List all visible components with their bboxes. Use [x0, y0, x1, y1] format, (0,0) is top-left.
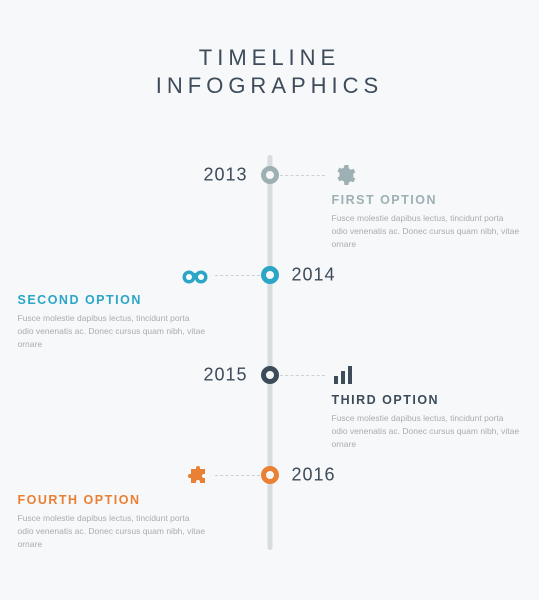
connector	[280, 175, 325, 176]
year-label: 2016	[292, 465, 336, 486]
bars-icon	[332, 364, 354, 386]
timeline-spine	[267, 155, 272, 550]
title-line-2: INFOGRAPHICS	[0, 73, 539, 99]
timeline-node	[261, 466, 279, 484]
option-title: THIRD OPTION	[332, 393, 522, 407]
option-block: FIRST OPTION Fusce molestie dapibus lectu…	[332, 193, 522, 250]
option-block: SECOND OPTION Fusce molestie dapibus lect…	[18, 293, 208, 350]
connector	[215, 475, 260, 476]
connector	[280, 375, 325, 376]
option-block: THIRD OPTION Fusce molestie dapibus lectu…	[332, 393, 522, 450]
option-body: Fusce molestie dapibus lectus, tincidunt…	[332, 412, 522, 450]
binoculars-icon	[182, 264, 208, 286]
puzzle-icon	[184, 463, 208, 487]
option-body: Fusce molestie dapibus lectus, tincidunt…	[332, 212, 522, 250]
title-block: TIMELINE INFOGRAPHICS	[0, 0, 539, 99]
year-label: 2013	[203, 165, 247, 186]
title-line-1: TIMELINE	[0, 45, 539, 71]
option-title: SECOND OPTION	[18, 293, 208, 307]
year-label: 2015	[203, 365, 247, 386]
year-label: 2014	[292, 265, 336, 286]
timeline-node	[261, 366, 279, 384]
gear-icon	[332, 163, 356, 187]
option-title: FOURTH OPTION	[18, 493, 208, 507]
timeline-node	[261, 266, 279, 284]
option-body: Fusce molestie dapibus lectus, tincidunt…	[18, 512, 208, 550]
connector	[215, 275, 260, 276]
option-body: Fusce molestie dapibus lectus, tincidunt…	[18, 312, 208, 350]
option-block: FOURTH OPTION Fusce molestie dapibus lect…	[18, 493, 208, 550]
option-title: FIRST OPTION	[332, 193, 522, 207]
timeline-node	[261, 166, 279, 184]
